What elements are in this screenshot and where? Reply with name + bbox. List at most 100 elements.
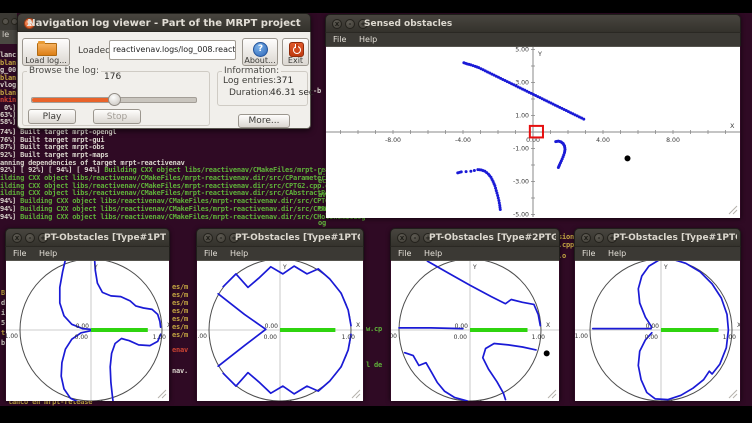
- pt-window-title: PT-Obstacles [Type#1PTG,c: [613, 233, 737, 243]
- terminal-line: blan: [0, 74, 17, 82]
- pt-menubar: File Help: [5, 247, 170, 260]
- maximize-icon[interactable]: +: [358, 19, 368, 29]
- svg-text:Y: Y: [472, 264, 477, 271]
- log-slider[interactable]: [31, 93, 197, 106]
- exit-button[interactable]: Exit: [282, 38, 309, 66]
- maximize-icon[interactable]: +: [423, 233, 433, 243]
- svg-text:8.00: 8.00: [666, 137, 680, 144]
- close-icon[interactable]: x: [24, 18, 35, 29]
- svg-text:1.00: 1.00: [532, 334, 546, 341]
- close-icon[interactable]: x: [332, 19, 342, 29]
- menu-help[interactable]: Help: [230, 249, 249, 258]
- maximize-icon[interactable]: +: [229, 233, 239, 243]
- play-button[interactable]: Play: [28, 109, 76, 124]
- slider-value: 176: [104, 72, 122, 82]
- load-log-button[interactable]: Load log...: [22, 38, 70, 66]
- minimize-icon[interactable]: -: [25, 233, 35, 243]
- terminal-line: ilding CXX object libs/reactivenav/CMake…: [0, 182, 330, 190]
- window-close-icon[interactable]: [2, 18, 9, 25]
- pt-menubar: File Help: [196, 247, 364, 260]
- terminal-line: 63%]: [0, 111, 17, 119]
- exit-label: Exit: [287, 56, 304, 65]
- svg-text:4.00: 4.00: [596, 137, 610, 144]
- menu-help[interactable]: Help: [424, 249, 443, 258]
- menu-help[interactable]: Help: [39, 249, 58, 258]
- dialog-titlebar[interactable]: x Navigation log viewer - Part of the MR…: [17, 13, 311, 32]
- terminal-line: av: [318, 191, 327, 199]
- pt-plot-4[interactable]: -1.00 0.00 0.00 1.00 -1.00 Y X: [572, 258, 741, 407]
- terminal-line: sion: [558, 233, 575, 241]
- pt-plot-1[interactable]: -1.00 0.00 0.00 1.00 -1.00 Y X: [2, 256, 171, 407]
- information-group: Information:: [217, 66, 308, 106]
- terminal-line: ec: [318, 177, 327, 185]
- terminal-line: blan: [0, 59, 17, 67]
- minimize-icon[interactable]: -: [410, 233, 420, 243]
- menu-help[interactable]: Help: [608, 249, 627, 258]
- menu-file[interactable]: File: [204, 249, 218, 258]
- pt-titlebar[interactable]: x-+PT-Obstacles [Type#1PTG,ci: [196, 228, 364, 247]
- svg-text:-5.00: -5.00: [513, 212, 529, 218]
- close-icon[interactable]: x: [581, 233, 591, 243]
- loaded-file-input[interactable]: reactivenav.logs/log_008.reactivenavl: [109, 40, 236, 60]
- minimize-icon[interactable]: -: [345, 19, 355, 29]
- pt-menubar: File Help: [390, 247, 560, 260]
- close-icon[interactable]: x: [12, 233, 22, 243]
- svg-text:-1.00: -1.00: [575, 333, 588, 340]
- pt-plot-3[interactable]: -1.00 0.00 0.00 1.00 -1.00 Y X: [381, 258, 559, 407]
- sensed-plot[interactable]: -8.00 -4.00 0.00 4.00 8.00 5.00 3.00 1.00 -1.00 -…: [326, 47, 740, 219]
- about-button[interactable]: ? About...: [242, 38, 278, 66]
- information-legend: Information:: [224, 66, 280, 76]
- pt-plot-area[interactable]: -1.00 0.00 0.00 1.00 -1.00 Y X: [2, 256, 171, 407]
- svg-text:X: X: [546, 322, 550, 329]
- pt-plot-2[interactable]: -1.00 0.00 0.00 1.00 -1.00 Y X: [191, 258, 363, 407]
- pt-plot-area[interactable]: -1.00 0.00 0.00 1.00 -1.00 Y X: [572, 258, 741, 407]
- pt-titlebar[interactable]: x-+PT-Obstacles [Type#1PTG,c: [574, 228, 741, 247]
- terminal-line: 92%] [ 92%] [ 94%] [ 94%] Building CXX o…: [0, 166, 370, 174]
- svg-text:0.00: 0.00: [455, 323, 469, 330]
- menu-help[interactable]: Help: [359, 35, 378, 44]
- terminal-line: 94%] Building CXX object libs/reactivena…: [0, 213, 366, 221]
- menu-file[interactable]: File: [13, 249, 27, 258]
- terminal-line: .cpp: [558, 241, 575, 249]
- pt-plot-area[interactable]: -1.00 0.00 0.00 1.00 -1.00 Y X: [191, 258, 363, 407]
- sensed-titlebar[interactable]: x - + Sensed obstacles: [325, 14, 741, 33]
- log-slider-handle[interactable]: [108, 93, 121, 106]
- terminal-line: 58%]: [0, 118, 17, 126]
- terminal-line: og: [318, 219, 327, 227]
- logout-icon: [288, 42, 304, 57]
- terminal-line: 92%] Built target mrpt-maps: [0, 151, 109, 159]
- dialog-body: Load log... Loaded file: reactivenav.log…: [17, 32, 314, 129]
- svg-text:-1.00: -1.00: [467, 400, 483, 401]
- terminal-line: vlog: [0, 81, 17, 89]
- svg-text:0.00: 0.00: [454, 334, 468, 341]
- pt-titlebar[interactable]: x - + PT-Obstacles [Type#2PTG,a: [390, 228, 560, 247]
- log-slider-fill: [32, 98, 114, 102]
- terminal-line: to: [318, 205, 327, 213]
- pt-plot-area[interactable]: -1.00 0.00 0.00 1.00 -1.00 Y X: [381, 258, 559, 407]
- sensed-plot-area[interactable]: -8.00 -4.00 0.00 4.00 8.00 5.00 3.00 1.00 -1.00 -…: [326, 46, 740, 219]
- pt-titlebar[interactable]: x-+PT-Obstacles [Type#1PTG,c: [5, 228, 170, 247]
- stop-button[interactable]: Stop: [93, 109, 141, 124]
- close-icon[interactable]: x: [203, 233, 213, 243]
- close-icon[interactable]: x: [397, 233, 407, 243]
- question-icon: ?: [253, 42, 268, 57]
- maximize-icon[interactable]: +: [38, 233, 48, 243]
- minimize-icon[interactable]: -: [216, 233, 226, 243]
- svg-text:0.00: 0.00: [265, 323, 279, 330]
- terminal-line: nav.: [172, 367, 189, 375]
- more-button[interactable]: More...: [238, 114, 290, 128]
- pt-window-title: PT-Obstacles [Type#1PTG,c: [44, 233, 166, 243]
- svg-text:0.00: 0.00: [264, 334, 278, 341]
- svg-text:Y: Y: [663, 264, 668, 271]
- browse-log-group: Browse the log:: [22, 66, 210, 126]
- terminal-line: es/m: [172, 291, 189, 299]
- minimize-icon[interactable]: -: [594, 233, 604, 243]
- terminal-line: anning dependencies of target mrpt-react…: [0, 159, 185, 167]
- menu-file[interactable]: File: [582, 249, 596, 258]
- pt-obstacles-window-3: x-+PT-Obstacles [Type#2PTG,aFileHelp-1.0…: [381, 228, 560, 407]
- menu-file[interactable]: File: [398, 249, 412, 258]
- menu-file[interactable]: File: [333, 35, 347, 44]
- load-log-label: Load log...: [25, 56, 67, 65]
- maximize-icon[interactable]: +: [607, 233, 617, 243]
